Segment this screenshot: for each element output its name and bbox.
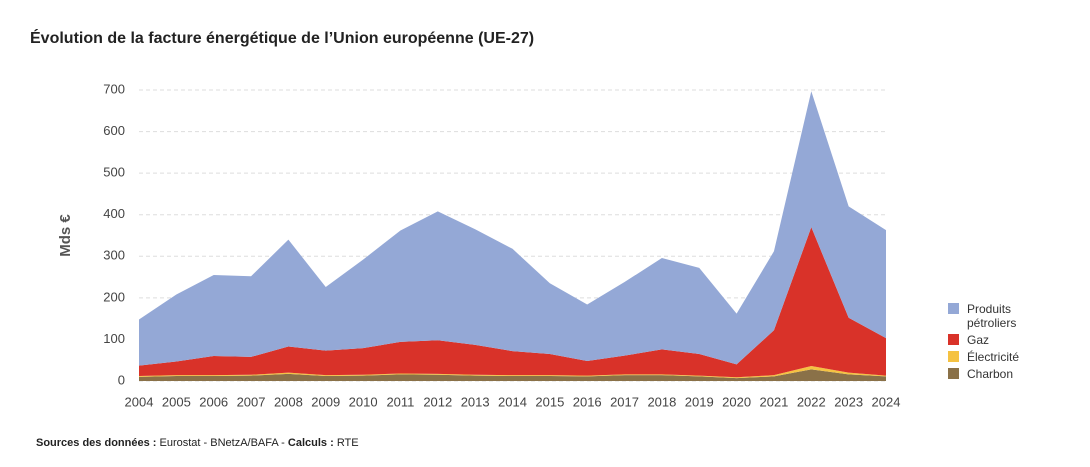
x-tick-label: 2008 (274, 394, 303, 409)
legend-swatch (948, 368, 959, 379)
area (139, 369, 886, 381)
legend-label: Gaz (967, 333, 990, 347)
x-tick-label: 2019 (685, 394, 714, 409)
x-tick-label: 2024 (872, 394, 901, 409)
legend-item: Gaz (948, 333, 1047, 347)
x-tick-label: 2022 (797, 394, 826, 409)
x-tick-label: 2015 (535, 394, 564, 409)
chart-title: Évolution de la facture énergétique de l… (30, 30, 535, 47)
x-tick-label: 2021 (759, 394, 788, 409)
x-tick-label: 2010 (349, 394, 378, 409)
x-tick-label: 2017 (610, 394, 639, 409)
x-tick-label: 2012 (423, 394, 452, 409)
x-tick-label: 2007 (237, 394, 266, 409)
x-tick-label: 2016 (573, 394, 602, 409)
y-tick-label: 700 (103, 81, 125, 96)
legend-item: Électricité (948, 350, 1047, 364)
source-label: Sources des données : (36, 437, 157, 449)
calc-label: Calculs : (287, 437, 334, 449)
x-tick-label: 2005 (162, 394, 191, 409)
source-note: Sources des données : Eurostat - BNetzA/… (36, 437, 359, 449)
y-tick-label: 0 (118, 372, 125, 387)
x-tick-label: 2009 (311, 394, 340, 409)
area (139, 366, 886, 379)
x-tick-label: 2020 (722, 394, 751, 409)
x-tick-label: 2013 (461, 394, 490, 409)
legend-swatch (948, 351, 959, 362)
y-axis-label: Mds € (57, 214, 74, 257)
x-tick-label: 2004 (125, 394, 154, 409)
y-tick-label: 200 (103, 289, 125, 304)
y-tick-label: 600 (103, 123, 125, 138)
x-tick-label: 2014 (498, 394, 527, 409)
legend-item: Produits pétroliers (948, 302, 1047, 330)
x-tick-label: 2023 (834, 394, 863, 409)
legend-swatch (948, 334, 959, 345)
legend-item: Charbon (948, 367, 1047, 381)
y-tick-label: 400 (103, 206, 125, 221)
y-tick-label: 100 (103, 331, 125, 346)
legend-label: Électricité (967, 350, 1020, 364)
source-text: Eurostat - BNetzA/BAFA - (159, 437, 285, 449)
legend-label: Produits pétroliers (967, 302, 1017, 330)
y-tick-label: 300 (103, 248, 125, 263)
x-tick-label: 2006 (199, 394, 228, 409)
calc-text: RTE (336, 437, 359, 449)
legend: Produits pétroliers Gaz Électricité Charbon (948, 302, 1047, 384)
area (139, 227, 886, 378)
x-tick-label: 2011 (386, 394, 414, 409)
x-tick-label: 2018 (647, 394, 676, 409)
area (139, 91, 886, 366)
y-tick-label: 500 (103, 165, 125, 180)
legend-swatch (948, 303, 959, 314)
legend-label: Charbon (967, 367, 1014, 381)
